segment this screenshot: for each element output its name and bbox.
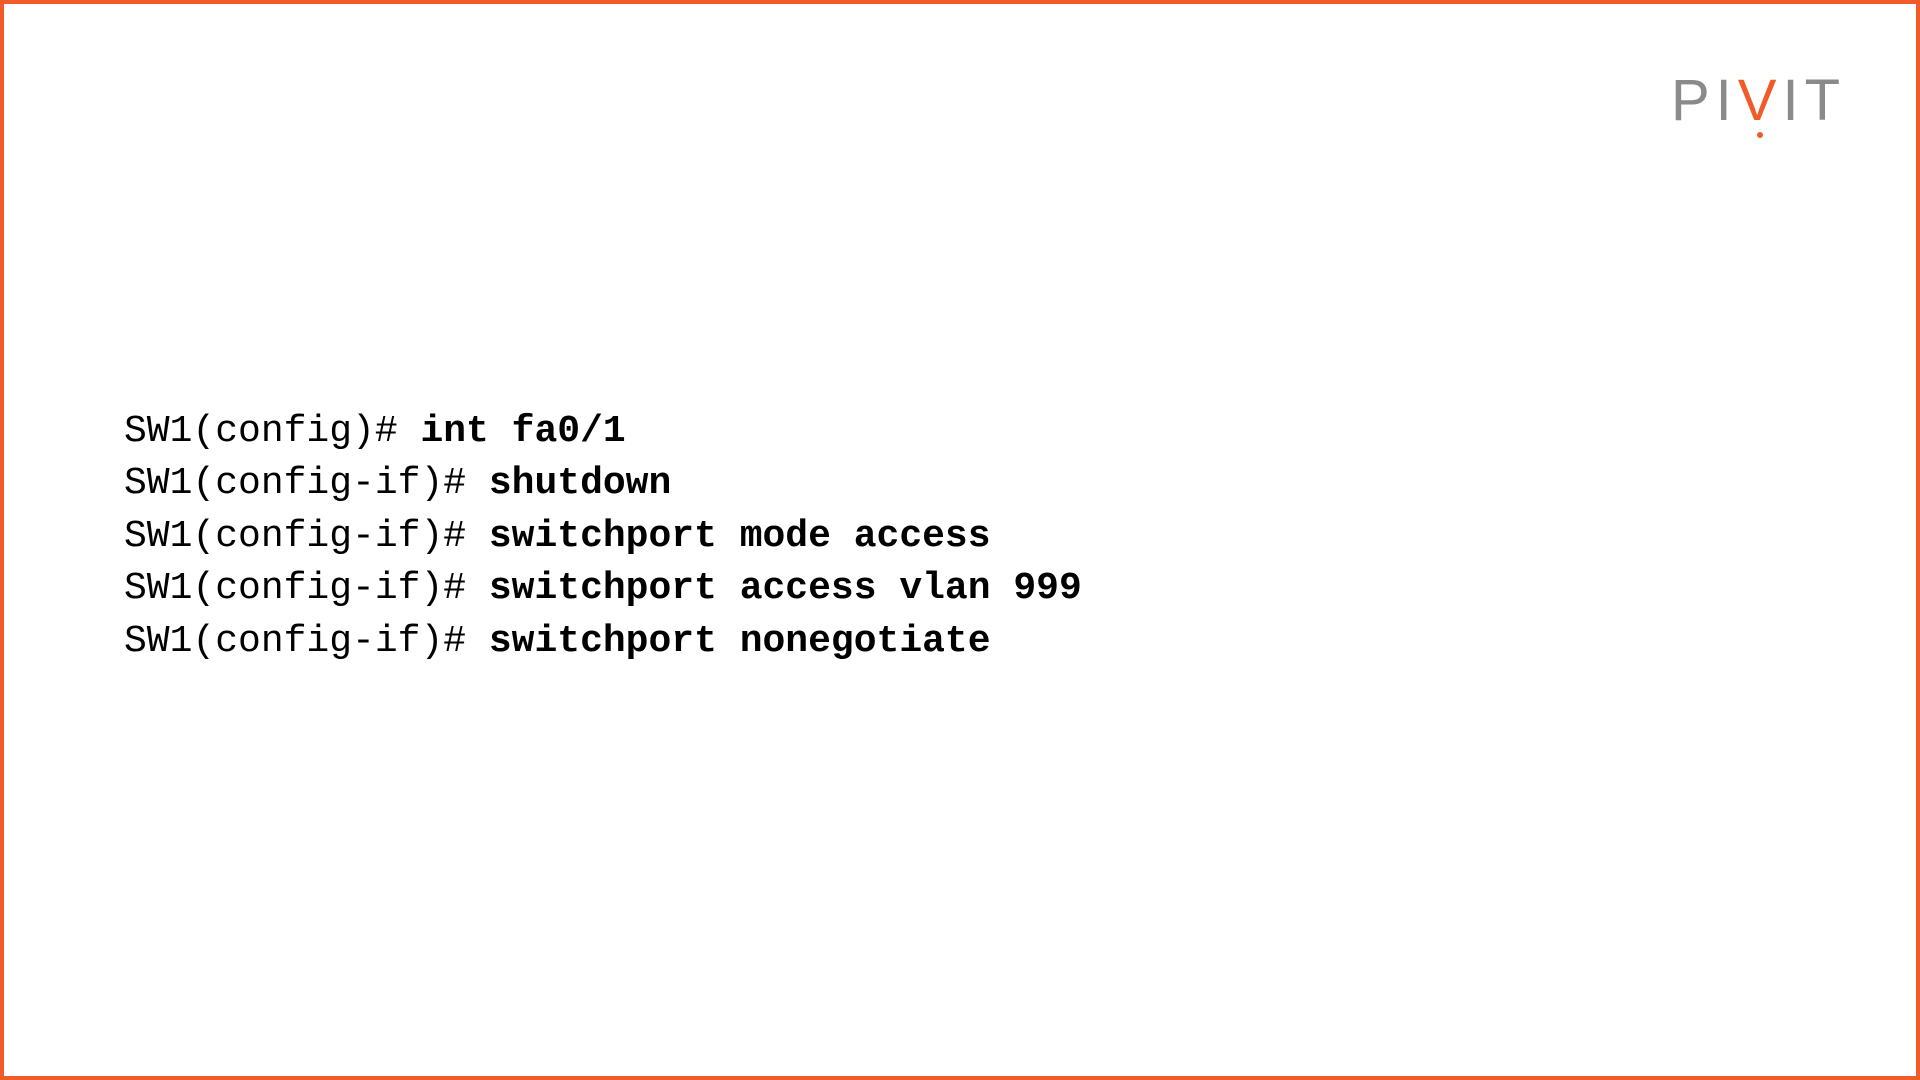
slide-frame: PIVIT SW1(config)# int fa0/1 SW1(config-…	[0, 0, 1920, 1080]
logo-letter-v: V	[1738, 72, 1783, 130]
terminal-prompt: SW1(config-if)#	[124, 567, 489, 610]
terminal-line: SW1(config-if)# shutdown	[124, 458, 1082, 510]
terminal-prompt: SW1(config-if)#	[124, 515, 489, 558]
terminal-line: SW1(config-if)# switchport nonegotiate	[124, 616, 1082, 668]
terminal-line: SW1(config-if)# switchport mode access	[124, 511, 1082, 563]
logo-letter-i1: I	[1716, 68, 1738, 133]
terminal-command: switchport access vlan 999	[489, 567, 1082, 610]
terminal-prompt: SW1(config-if)#	[124, 462, 489, 505]
terminal-command: switchport nonegotiate	[489, 620, 991, 663]
terminal-line: SW1(config-if)# switchport access vlan 9…	[124, 563, 1082, 615]
terminal-command: shutdown	[489, 462, 671, 505]
logo-letter-p: P	[1671, 68, 1716, 133]
terminal-command: switchport mode access	[489, 515, 991, 558]
terminal-prompt: SW1(config-if)#	[124, 620, 489, 663]
logo-letter-i2: I	[1782, 68, 1804, 133]
terminal-prompt: SW1(config)#	[124, 410, 420, 453]
terminal-line: SW1(config)# int fa0/1	[124, 406, 1082, 458]
pivit-logo: PIVIT	[1671, 72, 1846, 130]
terminal-command: int fa0/1	[420, 410, 625, 453]
terminal-block: SW1(config)# int fa0/1 SW1(config-if)# s…	[124, 406, 1082, 668]
logo-letter-t: T	[1805, 68, 1846, 133]
